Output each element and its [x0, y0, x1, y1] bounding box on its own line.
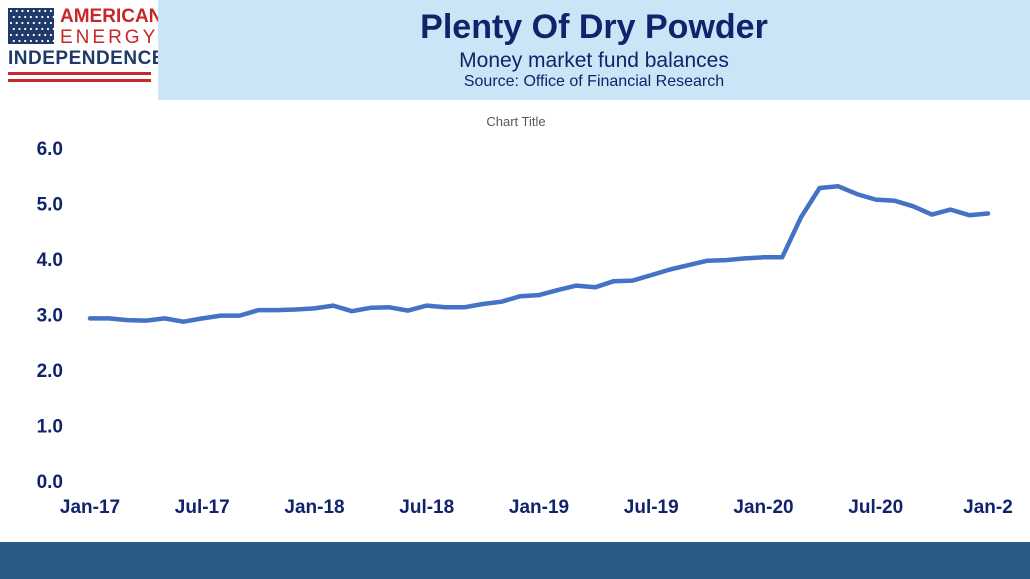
y-tick-label: 2.0	[37, 361, 63, 382]
logo: AMERICAN ENERGY INDEPENDENCE	[0, 0, 164, 100]
x-tick-label: Jul-20	[848, 497, 903, 518]
y-tick-label: 3.0	[37, 306, 63, 327]
us-flag-icon	[8, 8, 54, 44]
logo-line-energy: ENERGY	[60, 27, 159, 48]
x-tick-label: Jan-2	[963, 497, 1013, 518]
header-banner: Plenty Of Dry Powder Money market fund b…	[158, 0, 1030, 100]
x-tick-label: Jan-19	[509, 497, 569, 518]
chart-title: Chart Title	[486, 114, 545, 129]
line-chart: Chart Title 0.0 1.0 2.0 3.0 4.0 5.0 6.0 Jan-17…	[37, 114, 1013, 518]
x-tick-label: Jul-18	[399, 497, 454, 518]
page-title: Plenty Of Dry Powder	[420, 8, 768, 46]
y-tick-label: 5.0	[37, 195, 63, 216]
page-subtitle: Money market fund balances	[459, 49, 729, 72]
x-tick-label: Jan-17	[60, 497, 120, 518]
y-tick-label: 1.0	[37, 417, 63, 438]
money-market-balance-line	[87, 184, 991, 324]
x-tick-label: Jul-17	[175, 497, 230, 518]
y-tick-label: 6.0	[37, 139, 63, 160]
x-tick-label: Jan-18	[284, 497, 344, 518]
logo-stripes	[8, 72, 151, 86]
y-tick-label: 0.0	[37, 472, 63, 493]
x-tick-label: Jul-19	[624, 497, 679, 518]
y-tick-label: 4.0	[37, 250, 63, 271]
logo-line-american: AMERICAN	[60, 6, 163, 27]
footer-bar	[0, 542, 1030, 579]
source-note: Source: Office of Financial Research	[463, 73, 725, 90]
logo-line-independence: INDEPENDENCE	[8, 48, 165, 69]
x-tick-label: Jan-20	[733, 497, 793, 518]
